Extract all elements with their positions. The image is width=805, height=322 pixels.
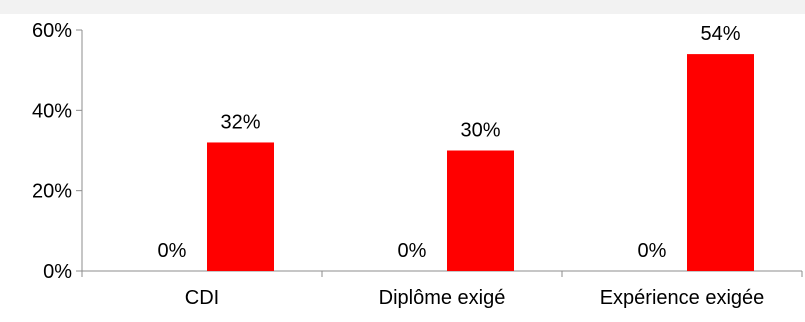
top-band: [0, 0, 805, 14]
y-tick-label: 40%: [32, 100, 72, 122]
y-tick-label: 60%: [32, 20, 72, 42]
data-label: 32%: [220, 111, 260, 133]
data-label: 0%: [398, 240, 427, 262]
bar: [687, 54, 754, 271]
x-axis-ticks: CDI Diplôme exigé Expérience exigée: [185, 287, 765, 309]
axes: [81, 30, 803, 277]
data-label: 54%: [700, 23, 740, 45]
x-tick-label: Diplôme exigé: [379, 287, 506, 309]
x-tick-label: CDI: [185, 287, 219, 309]
data-labels: 0% 32% 0% 30% 0% 54%: [158, 23, 741, 262]
data-label: 0%: [158, 240, 187, 262]
bar: [207, 142, 274, 271]
y-tick-label: 20%: [32, 181, 72, 203]
y-tick-label: 0%: [43, 261, 72, 283]
y-axis-ticks: 0% 20% 40% 60%: [32, 20, 82, 283]
data-label: 0%: [638, 240, 667, 262]
x-tick-label: Expérience exigée: [600, 287, 765, 309]
bar: [447, 150, 514, 271]
bars: [207, 54, 754, 271]
data-label: 30%: [460, 120, 500, 142]
